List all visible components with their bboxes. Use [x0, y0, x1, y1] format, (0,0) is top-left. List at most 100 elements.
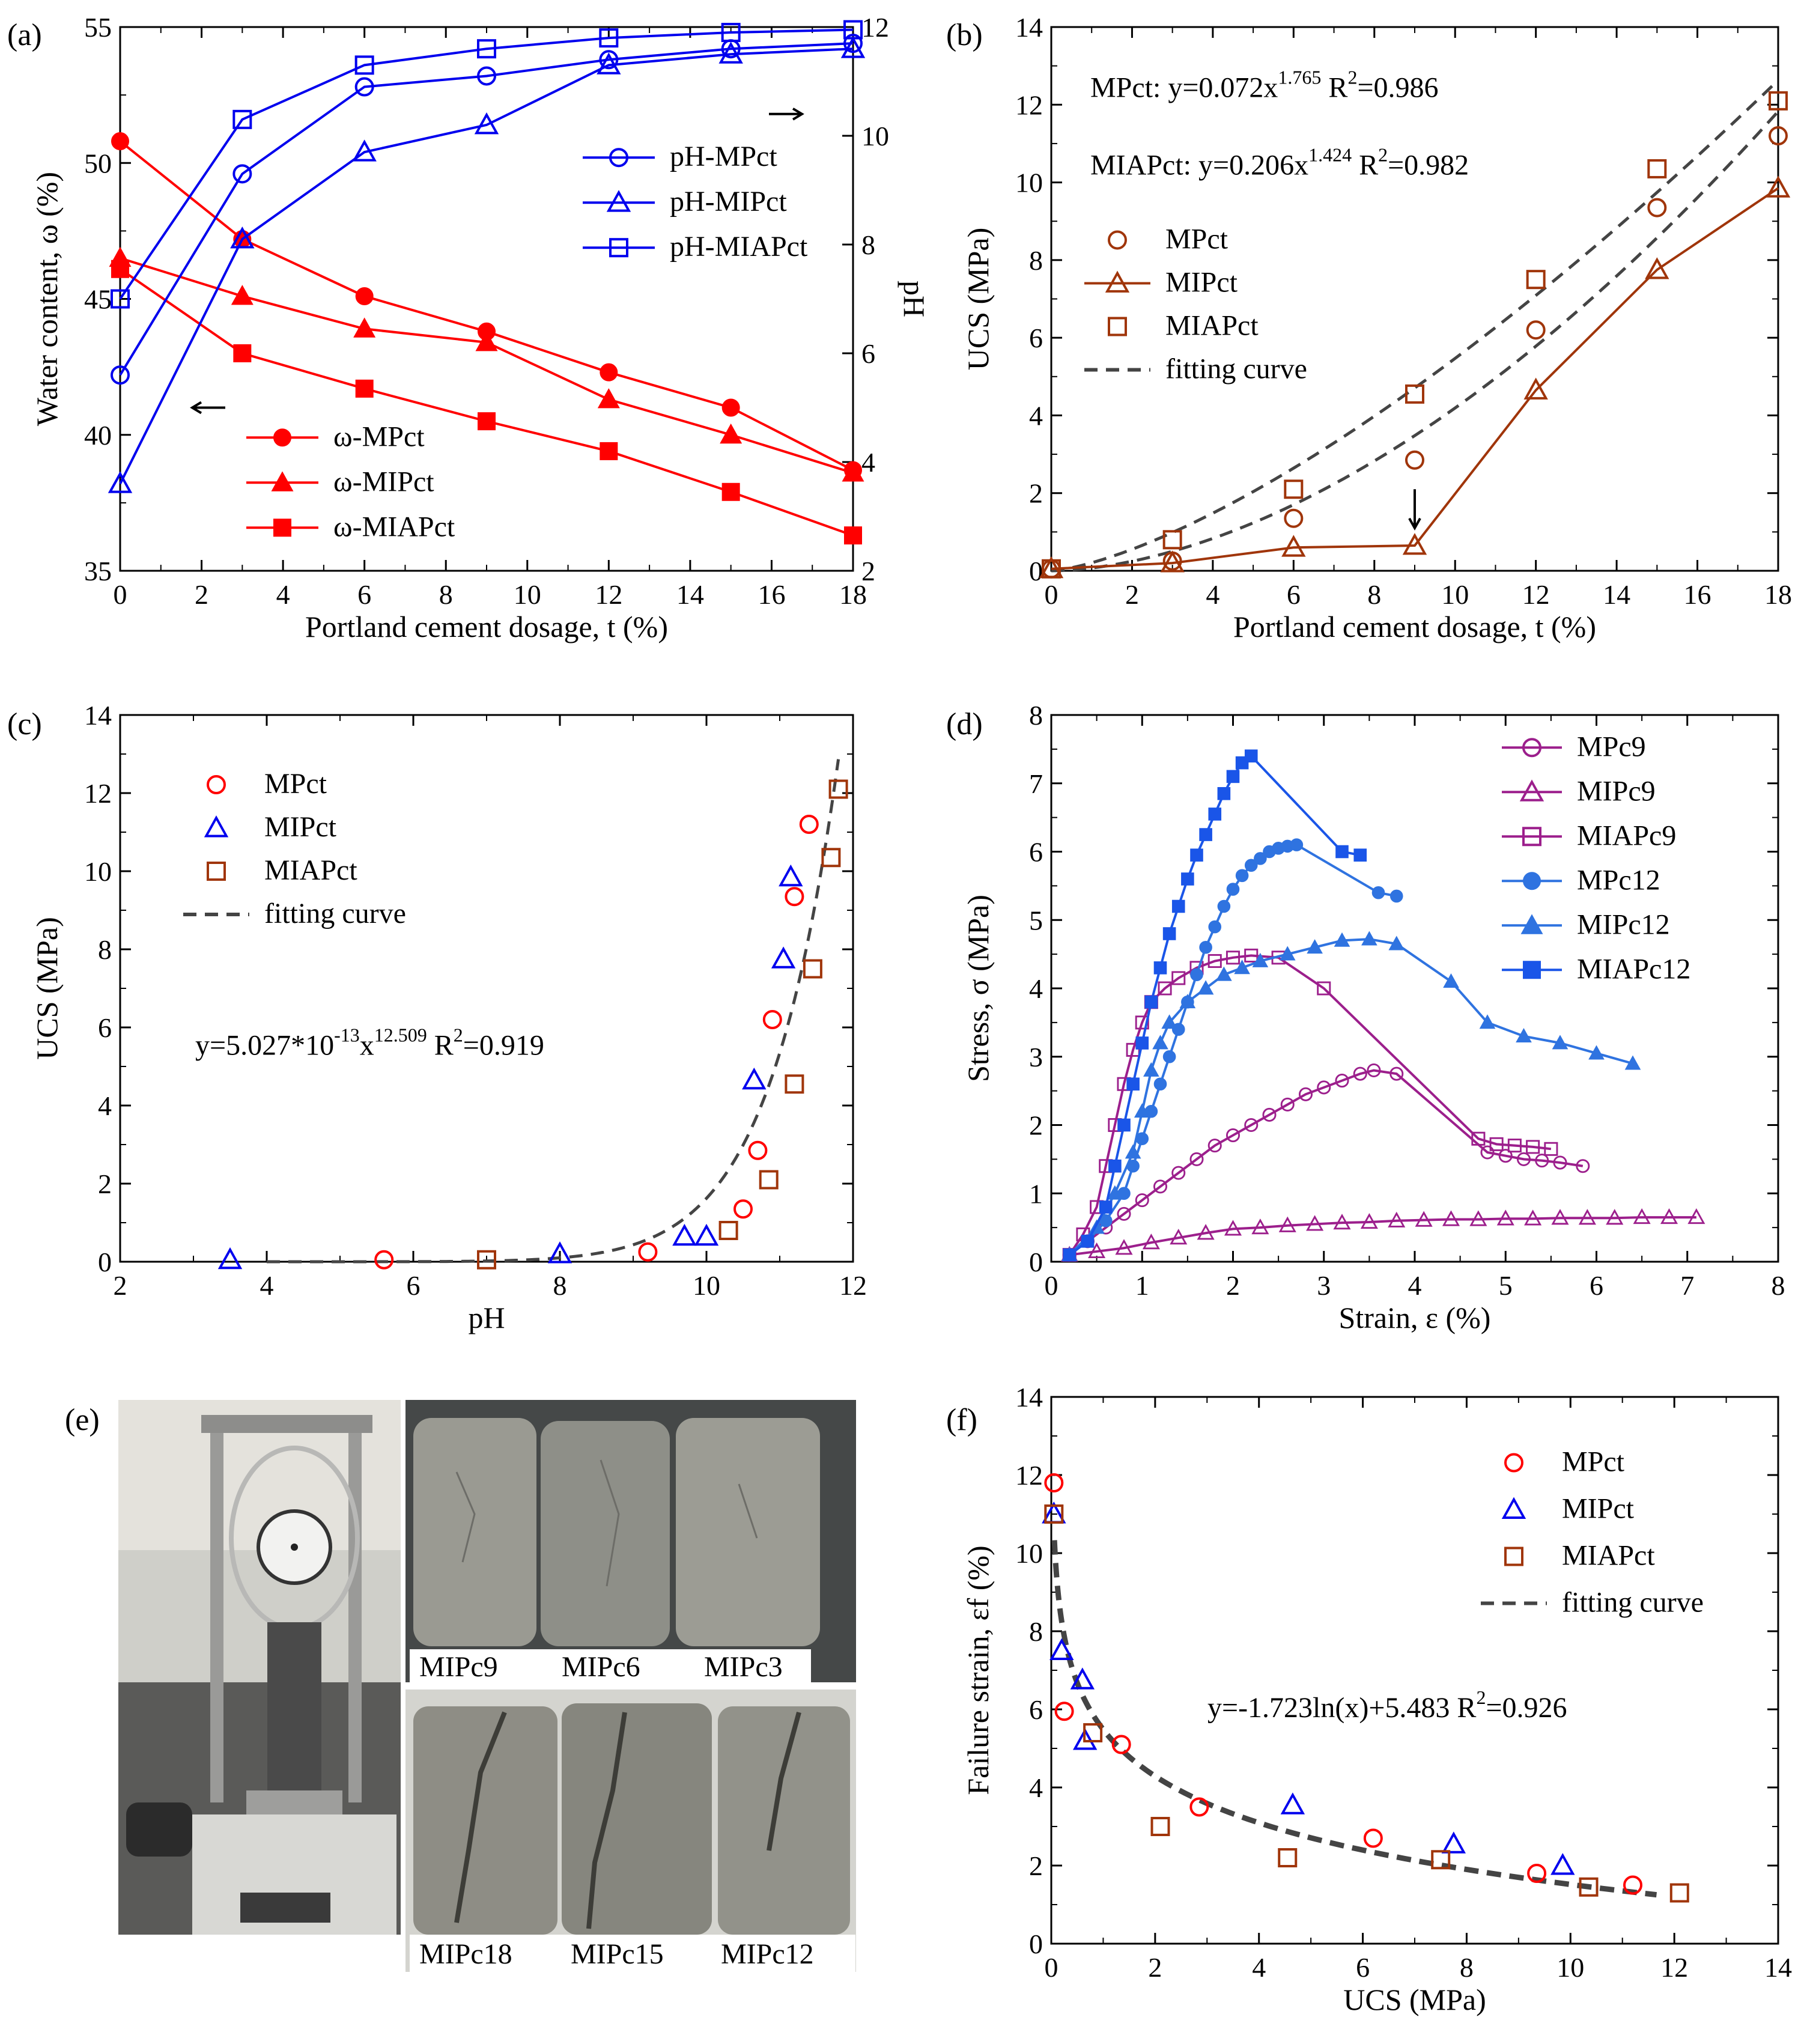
panel-label-d: (d): [946, 707, 983, 741]
x-tick-label: 2: [1125, 579, 1139, 610]
data-point-MIAPc12: [1171, 899, 1185, 913]
data-point-MIPc12: [1388, 935, 1405, 951]
data-point-ω-MIPct: [353, 317, 376, 338]
legend-label: pH-MIAPct: [670, 231, 808, 263]
legend-marker: [1108, 317, 1127, 336]
y2-tick-label: 4: [861, 447, 875, 478]
legend-label: MIAPct: [1562, 1540, 1655, 1572]
series-line-MIPc9: [1069, 1216, 1696, 1256]
legend-marker: [1523, 961, 1541, 979]
data-point-MIPct: [672, 1223, 697, 1246]
data-point-MPc9: [1480, 1145, 1495, 1160]
x-tick-label: 5: [1499, 1270, 1513, 1301]
data-point-MPc12: [1226, 883, 1240, 896]
data-point-MPc12: [1371, 886, 1385, 899]
equation-c-part: x: [360, 1030, 374, 1062]
legend-label: MIAPct: [1165, 309, 1259, 341]
data-point-MIAPc12: [1117, 1118, 1131, 1132]
data-point-MPct: [799, 815, 819, 834]
equation-c: y=5.027*10-13x12.509 R2=0.919: [195, 1024, 544, 1062]
data-point-MIAPc9: [1244, 948, 1259, 963]
data-point-MIPc12: [1216, 966, 1232, 981]
panel-label-f: (f): [946, 1403, 977, 1437]
data-point-MIAPc9: [1507, 1139, 1522, 1153]
data-point-MIAPc9: [1489, 1137, 1504, 1151]
data-point-MIPc12: [1479, 1014, 1496, 1029]
data-point-MPc9: [1298, 1087, 1313, 1101]
data-point-MIPc9: [1551, 1209, 1569, 1225]
data-point-pH-MIAPct: [721, 23, 741, 43]
legend-marker: [609, 238, 628, 258]
x-tick-label: 12: [595, 579, 622, 610]
data-point-MPct: [1189, 1797, 1209, 1817]
x-tick-label: 14: [1603, 579, 1630, 610]
data-point-MPct: [1623, 1875, 1642, 1895]
data-point-MIAPc9: [1317, 981, 1331, 996]
y-tick-label: 12: [84, 778, 112, 809]
data-point-MIPc12: [1152, 1035, 1168, 1050]
photo-label-mipc12: MIPc12: [721, 1938, 814, 1970]
data-point-MIPc9: [1142, 1233, 1160, 1250]
y-tick-label: 4: [1029, 400, 1043, 431]
data-point-MIAPc12: [1099, 1200, 1113, 1214]
y-axis-label: Failure strain, εf (%): [961, 1545, 995, 1795]
data-point-MPc9: [1576, 1159, 1590, 1173]
data-point-MIAPct: [1083, 1723, 1103, 1742]
data-point-MIAPct: [1278, 1848, 1298, 1867]
panel-label-c: (c): [7, 707, 42, 741]
legend-label: pH-MIPct: [670, 186, 787, 217]
series-line-pH-MPct: [119, 42, 854, 376]
data-point-MIPc12: [1179, 994, 1196, 1009]
data-point-pH-MIPct: [230, 227, 255, 249]
legend-label: MIAPc9: [1577, 820, 1676, 851]
series-line-ω-MIPct: [120, 257, 854, 475]
arrow-down: [1408, 489, 1421, 531]
x-tick-label: 10: [1556, 1952, 1584, 1983]
data-point-MIAPct: [1150, 1817, 1170, 1836]
data-point-MIPc9: [1115, 1239, 1133, 1255]
data-point-MIPc9: [1524, 1209, 1542, 1226]
data-point-MPc12: [1290, 838, 1304, 851]
data-point-MIAPct: [1405, 384, 1424, 404]
legend-label: MIPct: [1562, 1493, 1635, 1525]
data-point-MIPc12: [1516, 1028, 1532, 1043]
photo-specimens-before: MIPc9 MIPc6 MIPc3: [405, 1400, 856, 1683]
series-line-MIAPc9: [1068, 954, 1552, 1256]
y-tick-label: 3: [1029, 1042, 1043, 1072]
photo-label-mipc9: MIPc9: [419, 1651, 498, 1683]
data-point-MIPct: [1280, 1792, 1305, 1814]
data-point-MIPc9: [1633, 1208, 1651, 1224]
data-point-MIPc12: [1334, 932, 1350, 947]
y-tick-label: 12: [1015, 90, 1043, 120]
equation-miapct-part: 2: [1378, 144, 1388, 166]
data-point-pH-MIPct: [597, 52, 621, 75]
y-tick-label: 8: [1029, 245, 1043, 276]
data-point-MPc12: [1153, 1077, 1167, 1091]
data-point-ω-MIAPct: [600, 442, 618, 460]
series-line-pH-MIPct: [119, 47, 854, 485]
x-axis-label: Portland cement dosage, t (%): [1233, 610, 1596, 643]
data-point-MPct: [762, 1010, 782, 1029]
data-point-MPct: [374, 1250, 394, 1270]
data-point-MIPct: [1550, 1853, 1575, 1875]
y-tick-label: 6: [1029, 1694, 1043, 1725]
data-point-MPc9: [1553, 1155, 1567, 1170]
data-point-MPc9: [1117, 1206, 1131, 1221]
data-point-pH-MPct: [232, 164, 252, 184]
data-point-MIPc9: [1687, 1208, 1705, 1224]
panel-label-e: (e): [65, 1403, 100, 1437]
data-point-pH-MPct: [477, 66, 496, 86]
x-tick-label: 4: [1408, 1270, 1422, 1301]
photo-testing-machine: [118, 1400, 401, 1935]
data-point-MIPc12: [1588, 1045, 1605, 1060]
legend-label: fitting curve: [264, 898, 406, 929]
data-point-MIPc12: [1197, 980, 1214, 995]
data-point-MPc12: [1162, 1050, 1176, 1063]
data-point-MPc12: [1235, 869, 1249, 883]
equation-c-part: 12.509: [374, 1024, 427, 1046]
y-tick-label: 14: [84, 700, 112, 731]
data-point-MIAPc12: [1190, 848, 1203, 862]
data-point-MIAPc12: [1208, 808, 1222, 821]
data-point-MIAPct: [477, 1250, 496, 1270]
equation-miapct-part: =0.982: [1388, 150, 1469, 181]
